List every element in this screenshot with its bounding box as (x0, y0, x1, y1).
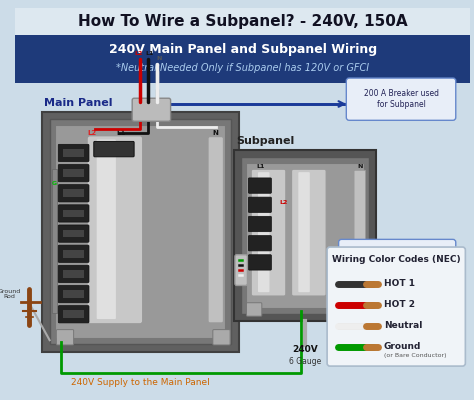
FancyBboxPatch shape (213, 330, 230, 345)
FancyBboxPatch shape (56, 330, 73, 345)
Text: Subpanel: Subpanel (236, 136, 294, 146)
FancyBboxPatch shape (15, 8, 470, 35)
FancyBboxPatch shape (63, 270, 84, 278)
FancyBboxPatch shape (58, 286, 89, 303)
FancyBboxPatch shape (63, 310, 84, 318)
FancyBboxPatch shape (235, 255, 247, 286)
FancyBboxPatch shape (132, 98, 171, 121)
FancyBboxPatch shape (58, 265, 89, 282)
FancyBboxPatch shape (63, 250, 84, 258)
FancyBboxPatch shape (52, 169, 57, 313)
FancyBboxPatch shape (346, 78, 456, 120)
FancyBboxPatch shape (246, 162, 364, 308)
FancyBboxPatch shape (338, 239, 456, 286)
FancyBboxPatch shape (58, 185, 89, 202)
Text: N: N (357, 164, 363, 169)
Text: L1: L1 (256, 164, 265, 169)
Text: HOT 1: HOT 1 (384, 279, 415, 288)
Text: Neutral: Neutral (384, 321, 422, 330)
FancyBboxPatch shape (94, 142, 134, 157)
Text: N: N (213, 130, 219, 136)
FancyBboxPatch shape (298, 172, 310, 292)
FancyBboxPatch shape (15, 35, 470, 83)
FancyBboxPatch shape (58, 245, 89, 262)
FancyBboxPatch shape (292, 169, 326, 296)
Text: L2: L2 (280, 200, 288, 205)
FancyBboxPatch shape (248, 197, 272, 212)
Text: L1: L1 (116, 130, 125, 136)
FancyBboxPatch shape (63, 290, 84, 298)
FancyBboxPatch shape (208, 137, 223, 323)
FancyBboxPatch shape (354, 170, 365, 295)
FancyBboxPatch shape (55, 125, 225, 338)
Text: 240V Main Panel and Subpanel Wiring: 240V Main Panel and Subpanel Wiring (109, 43, 377, 56)
Text: Ground
Rod: Ground Rod (0, 289, 21, 300)
FancyBboxPatch shape (246, 303, 262, 316)
Text: G: G (52, 181, 57, 186)
FancyBboxPatch shape (63, 230, 84, 238)
FancyBboxPatch shape (58, 144, 89, 162)
FancyBboxPatch shape (63, 210, 84, 217)
FancyBboxPatch shape (248, 216, 272, 232)
Text: N: N (156, 56, 162, 61)
Text: (or Bare Conductor): (or Bare Conductor) (384, 353, 446, 358)
FancyBboxPatch shape (241, 157, 369, 314)
Text: #1/0 Gauge is used for 150A: #1/0 Gauge is used for 150A (349, 294, 451, 300)
Text: 240V Supply to the Main Panel: 240V Supply to the Main Panel (71, 378, 209, 387)
Text: HOT 2: HOT 2 (384, 300, 415, 309)
Text: L2: L2 (135, 51, 143, 56)
Text: Main Panel: Main Panel (44, 98, 112, 108)
Text: L1: L1 (146, 51, 154, 56)
FancyBboxPatch shape (42, 112, 239, 352)
FancyBboxPatch shape (248, 255, 272, 270)
FancyBboxPatch shape (58, 306, 89, 323)
FancyBboxPatch shape (327, 247, 465, 366)
FancyBboxPatch shape (248, 178, 272, 193)
FancyBboxPatch shape (58, 225, 89, 242)
Text: *Neutral Needed Only if Subpanel has 120V or GFCI: *Neutral Needed Only if Subpanel has 120… (116, 62, 369, 72)
Text: 200 A Breaker used
for Subpanel: 200 A Breaker used for Subpanel (364, 90, 438, 109)
FancyBboxPatch shape (87, 136, 143, 324)
FancyBboxPatch shape (234, 150, 376, 321)
Text: 240V: 240V (292, 345, 318, 354)
Text: Wiring Color Codes (NEC): Wiring Color Codes (NEC) (332, 255, 461, 264)
FancyBboxPatch shape (63, 190, 84, 197)
Text: L2: L2 (87, 130, 96, 136)
FancyBboxPatch shape (248, 236, 272, 251)
FancyBboxPatch shape (97, 140, 116, 319)
FancyBboxPatch shape (50, 119, 231, 344)
FancyBboxPatch shape (251, 169, 286, 296)
FancyBboxPatch shape (58, 205, 89, 222)
Text: How To Wire a Subpanel? - 240V, 150A: How To Wire a Subpanel? - 240V, 150A (78, 14, 408, 29)
Text: Ground: Ground (384, 342, 421, 352)
FancyBboxPatch shape (58, 164, 89, 182)
FancyBboxPatch shape (63, 169, 84, 177)
FancyBboxPatch shape (350, 303, 365, 316)
Text: 6 Gauge: 6 Gauge (289, 357, 321, 366)
FancyBboxPatch shape (63, 149, 84, 157)
Text: #3/0 Gauge Wires Carries
Power to Subpanel: #3/0 Gauge Wires Carries Power to Subpan… (347, 253, 447, 272)
FancyBboxPatch shape (258, 172, 270, 292)
